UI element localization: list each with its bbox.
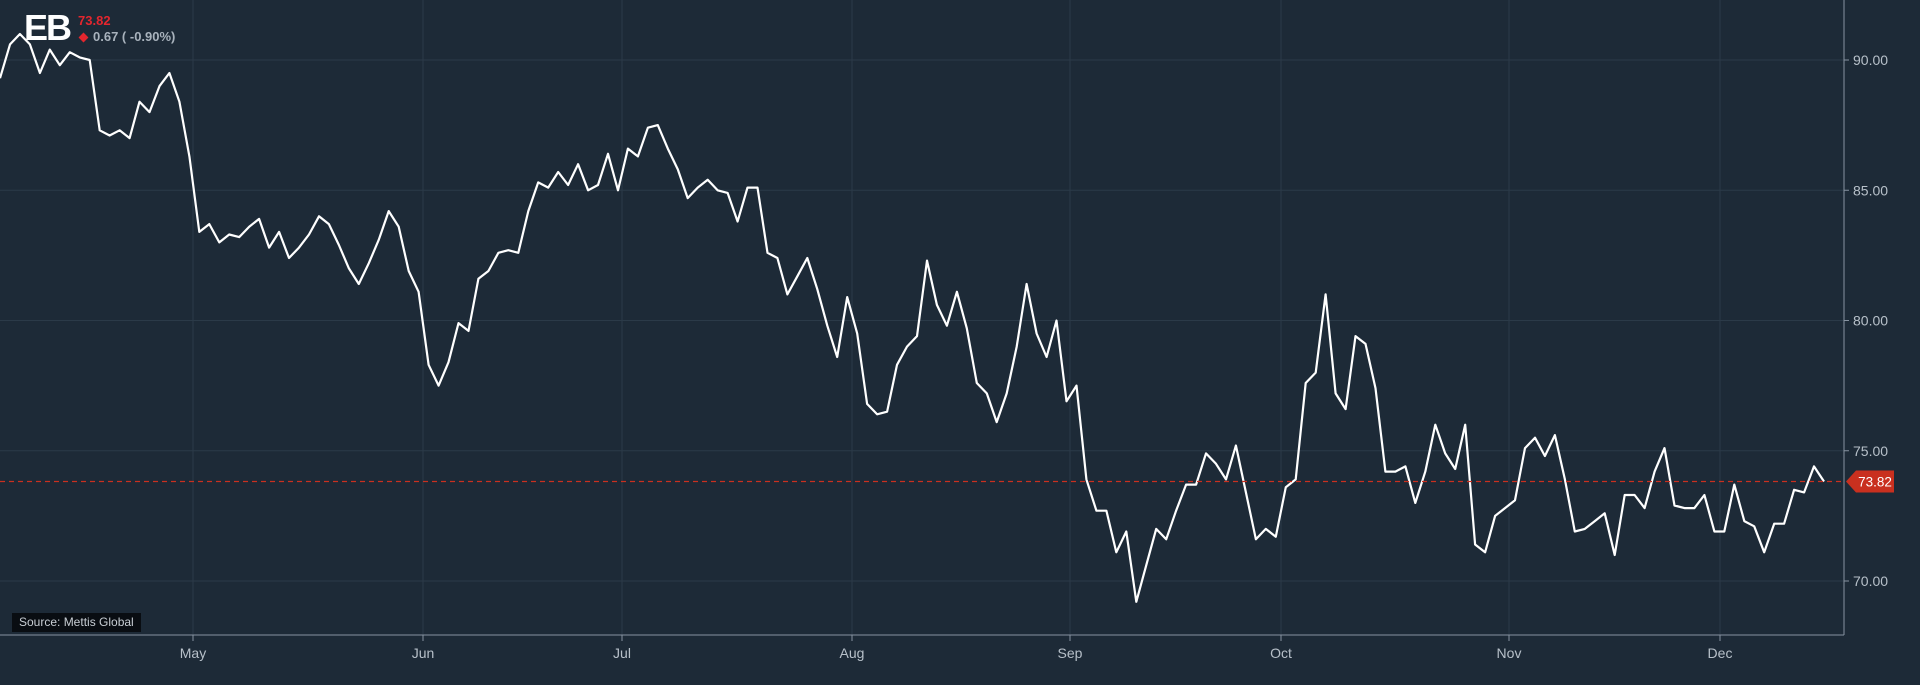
y-tick-label: 90.00 xyxy=(1853,52,1888,68)
x-tick-label: May xyxy=(180,645,206,661)
y-tick-label: 85.00 xyxy=(1853,182,1888,198)
y-tick-label: 80.00 xyxy=(1853,313,1888,329)
x-tick-label: Dec xyxy=(1708,645,1733,661)
x-tick-label: Oct xyxy=(1270,645,1292,661)
symbol: EB xyxy=(24,7,72,48)
x-tick-label: Jun xyxy=(412,645,435,661)
x-tick-label: Sep xyxy=(1058,645,1083,661)
last-price: 73.82 xyxy=(78,13,111,28)
source-label: Source: Mettis Global xyxy=(12,613,141,632)
price-change: 0.67 ( -0.90%) xyxy=(78,28,175,46)
gridlines xyxy=(0,0,1844,635)
x-tick-label: Jul xyxy=(613,645,631,661)
last-price-tag-label: 73.82 xyxy=(1858,474,1892,489)
y-tick-label: 70.00 xyxy=(1853,573,1888,589)
last-price-tag xyxy=(1846,470,1894,493)
x-tick-label: Nov xyxy=(1497,645,1522,661)
x-tick-label: Aug xyxy=(840,645,865,661)
ticker-header: EB 73.82 0.67 ( -0.90%) xyxy=(24,8,175,48)
y-tick-label: 75.00 xyxy=(1853,443,1888,459)
quote-block: 73.82 0.67 ( -0.90%) xyxy=(78,14,175,46)
last-price-group: 73.82 xyxy=(0,470,1894,493)
series xyxy=(0,32,1825,603)
down-diamond-icon xyxy=(78,32,89,42)
change-value: 0.67 ( -0.90%) xyxy=(93,29,176,44)
axes: 70.00 75.00 80.00 85.00 90.00 May Jun Jul Aug Sep… xyxy=(0,0,1888,661)
price-line xyxy=(0,32,1825,603)
